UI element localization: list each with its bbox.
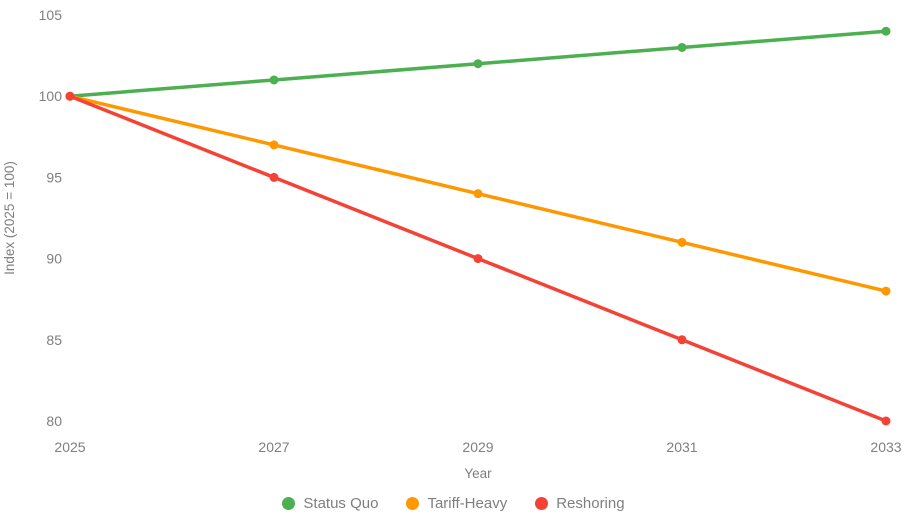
x-axis-title: Year [464,466,492,481]
y-tick-label: 80 [46,413,62,429]
legend-label-status-quo: Status Quo [303,495,379,512]
legend-marker-status-quo-icon [282,497,296,510]
axis-ticks: 80 85 90 95 100 105 2025 2027 2029 2031 2033 [39,7,902,455]
data-point [677,335,687,345]
x-tick-label: 2033 [870,439,901,455]
y-tick-label: 100 [39,88,63,104]
data-point [677,42,687,52]
data-point [473,189,483,199]
legend-item-status-quo[interactable]: Status Quo [282,495,378,512]
x-tick-label: 2027 [258,439,289,455]
y-tick-label: 90 [46,251,62,267]
legend-marker-reshoring-icon [535,497,549,510]
y-tick-label: 85 [46,332,62,348]
legend: Status Quo Tariff-Heavy Reshoring [0,495,907,512]
data-point [881,286,891,296]
data-point [269,172,279,182]
legend-label-reshoring: Reshoring [556,495,625,512]
series-lines [65,26,891,426]
legend-item-tariff-heavy[interactable]: Tariff-Heavy [406,495,507,512]
legend-label-tariff-heavy: Tariff-Heavy [427,495,508,512]
data-point [473,254,483,264]
data-point [65,91,75,101]
x-tick-label: 2029 [462,439,493,455]
data-point [269,140,279,150]
data-point [269,75,279,85]
x-tick-label: 2025 [54,439,85,455]
data-point [677,237,687,247]
legend-marker-tariff-heavy-icon [406,497,420,510]
y-axis-title: Index (2025 = 100) [2,161,17,275]
data-point [473,59,483,69]
data-point [881,26,891,36]
y-tick-label: 105 [39,7,63,23]
data-point [881,416,891,426]
legend-item-reshoring[interactable]: Reshoring [535,495,625,512]
x-tick-label: 2031 [666,439,697,455]
y-tick-label: 95 [46,169,62,185]
